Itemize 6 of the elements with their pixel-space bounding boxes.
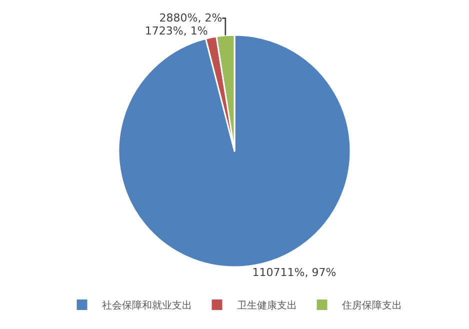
legend-label: 住房保障支出 bbox=[342, 300, 402, 312]
legend-label: 卫生健康支出 bbox=[237, 300, 297, 312]
data-label: 1723%, 1% bbox=[144, 24, 208, 38]
data-label: 110711%, 97% bbox=[252, 266, 336, 279]
data-label: 2880%, 2% bbox=[159, 12, 222, 25]
legend-label: 社会保障和就业支出 bbox=[102, 300, 192, 312]
